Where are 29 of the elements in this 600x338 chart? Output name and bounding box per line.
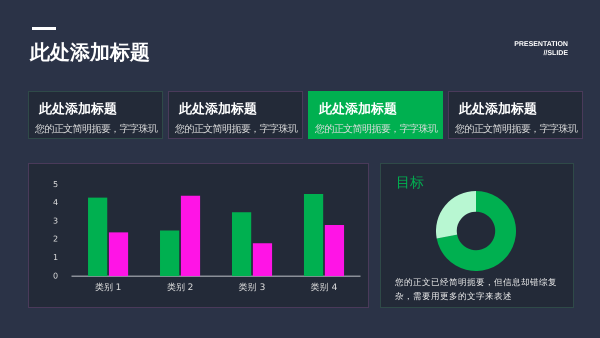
bar xyxy=(232,212,252,276)
text: 您的正文简明扼要，字字珠玑 xyxy=(455,122,578,136)
category-label: 此处添加标题 xyxy=(319,101,397,118)
bar xyxy=(160,230,180,276)
category-label: 此处添加标题 xyxy=(179,101,257,118)
bar xyxy=(180,196,200,276)
category-label: 此处添加标题 xyxy=(459,101,537,118)
text: 您的正文简明扼要，字字珠玑 xyxy=(315,122,438,136)
bar xyxy=(324,225,344,276)
bar xyxy=(88,198,108,276)
x-tick-label: 类别 4 xyxy=(310,282,338,293)
bar xyxy=(108,232,128,276)
y-tick-label: 0 xyxy=(52,271,58,280)
x-tick-label: 类别 1 xyxy=(94,282,122,293)
bar xyxy=(252,243,272,276)
x-tick-label: 类别 2 xyxy=(166,282,194,293)
y-tick-label: 3 xyxy=(52,216,58,226)
x-tick-label: 类别 3 xyxy=(238,282,266,293)
bar xyxy=(304,194,324,276)
text: 您的正文简明扼要，字字珠玑 xyxy=(175,122,298,136)
y-tick-label: 4 xyxy=(52,198,58,208)
chart-title: 目标 xyxy=(396,174,424,192)
text: 您的正文已经简明扼要，但信息却错综复杂，需要用更多的文字来表述 xyxy=(395,277,558,304)
y-tick-label: 1 xyxy=(52,253,58,262)
text: 此处添加标题 xyxy=(30,39,150,66)
y-tick-label: 5 xyxy=(52,180,58,189)
category-label: 此处添加标题 xyxy=(39,101,117,118)
text: 您的正文简明扼要，字字珠玑 xyxy=(35,122,158,136)
y-tick-label: 2 xyxy=(52,234,58,244)
